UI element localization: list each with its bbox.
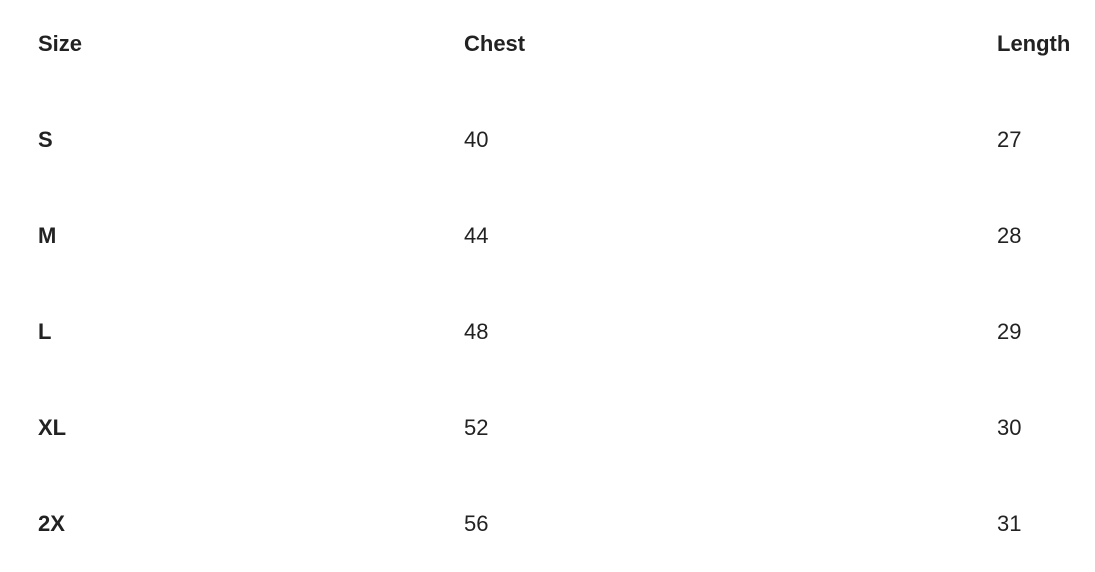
chest-cell: 40 xyxy=(464,127,489,152)
table-row: 2X 56 31 xyxy=(0,476,1095,572)
size-cell: S xyxy=(38,127,53,152)
header-length: Length xyxy=(997,31,1071,56)
table-row: XL 52 30 xyxy=(0,380,1095,476)
size-cell: 2X xyxy=(38,511,65,536)
table-row: M 44 28 xyxy=(0,188,1095,284)
table-row: S 40 27 xyxy=(0,92,1095,188)
length-cell: 28 xyxy=(997,223,1022,248)
length-cell: 27 xyxy=(997,127,1022,152)
table-row: L 48 29 xyxy=(0,284,1095,380)
length-cell: 29 xyxy=(997,319,1022,344)
size-cell: M xyxy=(38,223,57,248)
size-cell: L xyxy=(38,319,52,344)
header-size: Size xyxy=(38,31,83,56)
header-chest: Chest xyxy=(464,31,526,56)
length-cell: 30 xyxy=(997,415,1022,440)
chest-cell: 56 xyxy=(464,511,489,536)
chest-cell: 44 xyxy=(464,223,489,248)
chest-cell: 52 xyxy=(464,415,489,440)
length-cell: 31 xyxy=(997,511,1022,536)
table-header-row: Size Chest Length xyxy=(0,0,1095,92)
size-cell: XL xyxy=(38,415,67,440)
chest-cell: 48 xyxy=(464,319,489,344)
